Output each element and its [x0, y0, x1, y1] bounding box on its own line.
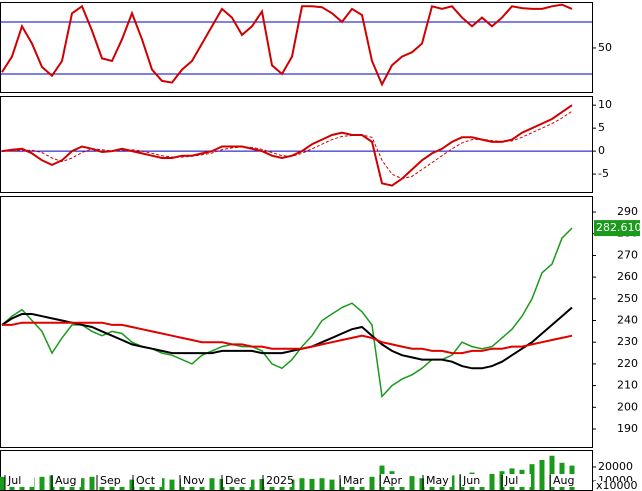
- volume-bar: [249, 479, 255, 490]
- x-tick-label: Dec: [225, 474, 246, 487]
- x-tick-label: Mar: [343, 474, 364, 487]
- volume-bar: [79, 478, 85, 490]
- y-tick-label: 20000: [598, 460, 633, 473]
- y-tick-label: 240: [617, 314, 638, 327]
- x-label-bg: [341, 474, 369, 487]
- x-tick-label: Aug: [55, 474, 76, 487]
- panel-frame: [0, 96, 593, 193]
- volume-bar: [329, 479, 335, 490]
- unit-label: x10000: [596, 479, 638, 491]
- unit-bg: [594, 481, 640, 491]
- x-label-bg: [6, 474, 34, 487]
- volume-bar: [169, 479, 175, 490]
- series-line: [1, 104, 573, 187]
- y-tick-label: 230: [617, 335, 638, 348]
- volume-bar: [419, 478, 425, 490]
- x-label-bg: [53, 474, 81, 487]
- last-price-box: [594, 220, 640, 237]
- y-tick-label: 10: [598, 98, 612, 111]
- x-label-bg: [223, 474, 251, 487]
- x-label-bg: [503, 474, 531, 487]
- x-label-bg: [181, 474, 209, 487]
- volume-bar: [489, 474, 495, 490]
- volume-bar: [0, 476, 5, 490]
- x-label-bg: [98, 474, 126, 487]
- volume-bar: [409, 476, 415, 490]
- volume-bar: [299, 478, 305, 490]
- x-label-bg: [551, 474, 579, 487]
- x-tick-label: Sep: [100, 474, 121, 487]
- x-tick-label: Aug: [553, 474, 574, 487]
- y-tick-label: 50: [598, 41, 612, 54]
- x-tick-label: Apr: [383, 474, 403, 487]
- x-label-bg: [381, 474, 409, 487]
- x-tick-label: 2025: [266, 474, 294, 487]
- y-tick-label: 270: [617, 248, 638, 261]
- volume-bar: [129, 479, 135, 490]
- y-tick-label: -5: [598, 167, 609, 180]
- x-label-bg: [264, 474, 292, 487]
- last-price-label: 282.610: [596, 221, 642, 234]
- volume-bar: [89, 476, 95, 490]
- volume-bar: [259, 478, 265, 490]
- series-line: [1, 3, 573, 87]
- volume-bar: [549, 455, 555, 490]
- x-tick-label: Jun: [462, 474, 480, 487]
- y-tick-label: 260: [617, 270, 638, 283]
- volume-bar: [539, 459, 545, 490]
- series-line: [2, 110, 573, 180]
- x-tick-label: Nov: [183, 474, 205, 487]
- series-line: [1, 227, 573, 399]
- volume-bar: [209, 478, 215, 490]
- x-tick-label: Jul: [504, 474, 518, 487]
- volume-bar: [309, 478, 315, 490]
- y-tick-label: 210: [617, 379, 638, 392]
- x-tick-label: May: [426, 474, 449, 487]
- y-tick-label: 0: [598, 144, 605, 157]
- x-tick-label: Oct: [136, 474, 156, 487]
- y-tick-label: 220: [617, 357, 638, 370]
- volume-bar: [39, 476, 45, 490]
- panel-frame: [0, 196, 593, 448]
- x-label-bg: [461, 474, 489, 487]
- volume-bar: [529, 464, 535, 490]
- volume-bar: [369, 476, 375, 490]
- volume-bar: [319, 478, 325, 490]
- y-tick-label: 190: [617, 422, 638, 435]
- x-label-bg: [134, 474, 162, 487]
- x-tick-label: Jul: [7, 474, 21, 487]
- series-line: [1, 306, 573, 370]
- y-tick-label: 5: [598, 121, 605, 134]
- y-tick-label: 290: [617, 205, 638, 218]
- y-tick-label: 250: [617, 292, 638, 305]
- x-label-bg: [424, 474, 452, 487]
- y-tick-label: 200: [617, 400, 638, 413]
- series-line: [2, 321, 573, 355]
